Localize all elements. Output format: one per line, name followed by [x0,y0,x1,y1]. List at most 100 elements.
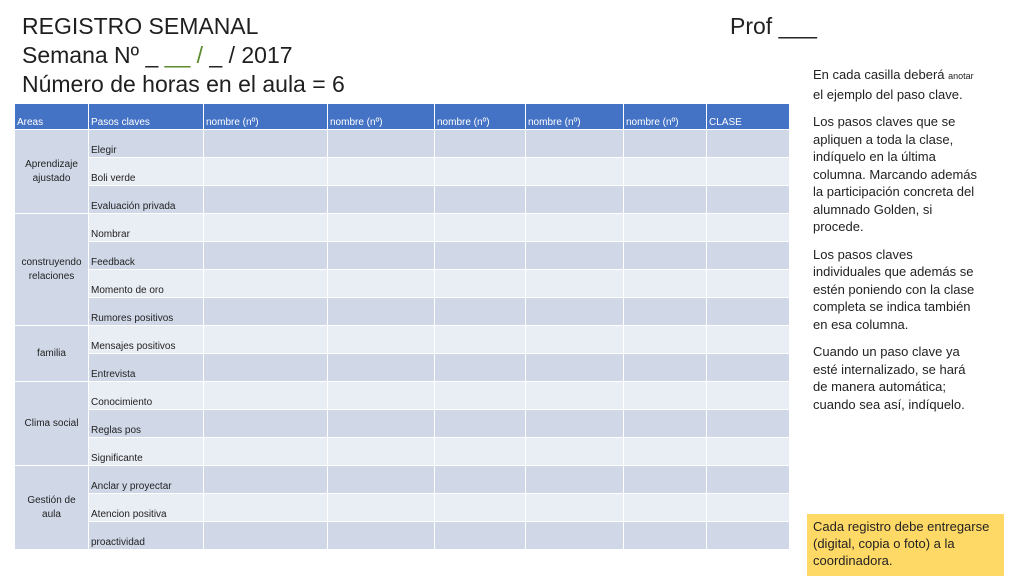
week-slash: / [196,42,204,68]
entry-cell[interactable] [434,297,526,326]
entry-cell[interactable] [434,381,526,410]
clase-cell[interactable] [706,213,790,242]
entry-cell[interactable] [203,437,328,466]
paso-cell: Significante [88,437,204,466]
entry-cell[interactable] [327,185,435,214]
entry-cell[interactable] [623,381,707,410]
entry-cell[interactable] [525,185,624,214]
entry-cell[interactable] [203,353,328,382]
entry-cell[interactable] [623,353,707,382]
entry-cell[interactable] [203,185,328,214]
entry-cell[interactable] [434,325,526,354]
clase-cell[interactable] [706,437,790,466]
entry-cell[interactable] [623,409,707,438]
entry-cell[interactable] [327,269,435,298]
entry-cell[interactable] [525,269,624,298]
entry-cell[interactable] [434,185,526,214]
entry-cell[interactable] [525,521,624,550]
entry-cell[interactable] [525,437,624,466]
entry-cell[interactable] [327,157,435,186]
entry-cell[interactable] [203,241,328,270]
entry-cell[interactable] [623,213,707,242]
entry-cell[interactable] [623,185,707,214]
entry-cell[interactable] [203,521,328,550]
entry-cell[interactable] [327,325,435,354]
entry-cell[interactable] [623,325,707,354]
entry-cell[interactable] [623,269,707,298]
entry-cell[interactable] [525,381,624,410]
entry-cell[interactable] [327,353,435,382]
entry-cell[interactable] [525,353,624,382]
hours-line: Número de horas en el aula = 6 [22,71,345,97]
entry-cell[interactable] [327,297,435,326]
clase-cell[interactable] [706,269,790,298]
entry-cell[interactable] [434,409,526,438]
entry-cell[interactable] [434,465,526,494]
delivery-note: Cada registro debe entregarse (digital, … [807,514,1004,576]
entry-cell[interactable] [434,241,526,270]
entry-cell[interactable] [525,241,624,270]
entry-cell[interactable] [203,381,328,410]
entry-cell[interactable] [203,157,328,186]
entry-cell[interactable] [434,129,526,158]
clase-cell[interactable] [706,493,790,522]
instruction-text: En cada casilla deberá [813,67,945,82]
entry-cell[interactable] [525,465,624,494]
entry-cell[interactable] [327,409,435,438]
entry-cell[interactable] [623,241,707,270]
entry-cell[interactable] [525,297,624,326]
entry-cell[interactable] [434,269,526,298]
entry-cell[interactable] [203,297,328,326]
entry-cell[interactable] [623,297,707,326]
entry-cell[interactable] [525,409,624,438]
entry-cell[interactable] [327,437,435,466]
entry-cell[interactable] [525,213,624,242]
entry-cell[interactable] [434,493,526,522]
entry-cell[interactable] [434,213,526,242]
entry-cell[interactable] [327,465,435,494]
entry-cell[interactable] [203,493,328,522]
paso-cell: Anclar y proyectar [88,465,204,494]
clase-cell[interactable] [706,157,790,186]
entry-cell[interactable] [525,493,624,522]
entry-cell[interactable] [623,521,707,550]
entry-cell[interactable] [203,213,328,242]
entry-cell[interactable] [327,213,435,242]
entry-cell[interactable] [327,129,435,158]
clase-cell[interactable] [706,353,790,382]
entry-cell[interactable] [434,521,526,550]
entry-cell[interactable] [623,493,707,522]
clase-cell[interactable] [706,381,790,410]
entry-cell[interactable] [327,241,435,270]
entry-cell[interactable] [623,465,707,494]
clase-cell[interactable] [706,409,790,438]
entry-cell[interactable] [327,521,435,550]
clase-cell[interactable] [706,241,790,270]
entry-cell[interactable] [525,129,624,158]
clase-cell[interactable] [706,129,790,158]
table-row: Aprendizaje ajustado Elegir [14,129,790,214]
clase-cell[interactable] [706,465,790,494]
entry-cell[interactable] [327,493,435,522]
page-title: REGISTRO SEMANAL [22,13,259,39]
entry-cell[interactable] [623,437,707,466]
entry-cell[interactable] [203,465,328,494]
entry-cell[interactable] [525,157,624,186]
entry-cell[interactable] [203,409,328,438]
entry-cell[interactable] [327,381,435,410]
clase-cell[interactable] [706,185,790,214]
entry-cell[interactable] [203,129,328,158]
entry-cell[interactable] [434,353,526,382]
clase-cell[interactable] [706,297,790,326]
clase-cell[interactable] [706,325,790,354]
col-header-nombre-5: nombre (nº) [623,103,707,130]
entry-cell[interactable] [434,157,526,186]
clase-cell[interactable] [706,521,790,550]
entry-cell[interactable] [203,325,328,354]
entry-cell[interactable] [525,325,624,354]
area-cell: Aprendizaje ajustado [14,129,89,214]
entry-cell[interactable] [623,129,707,158]
entry-cell[interactable] [623,157,707,186]
entry-cell[interactable] [434,437,526,466]
entry-cell[interactable] [203,269,328,298]
